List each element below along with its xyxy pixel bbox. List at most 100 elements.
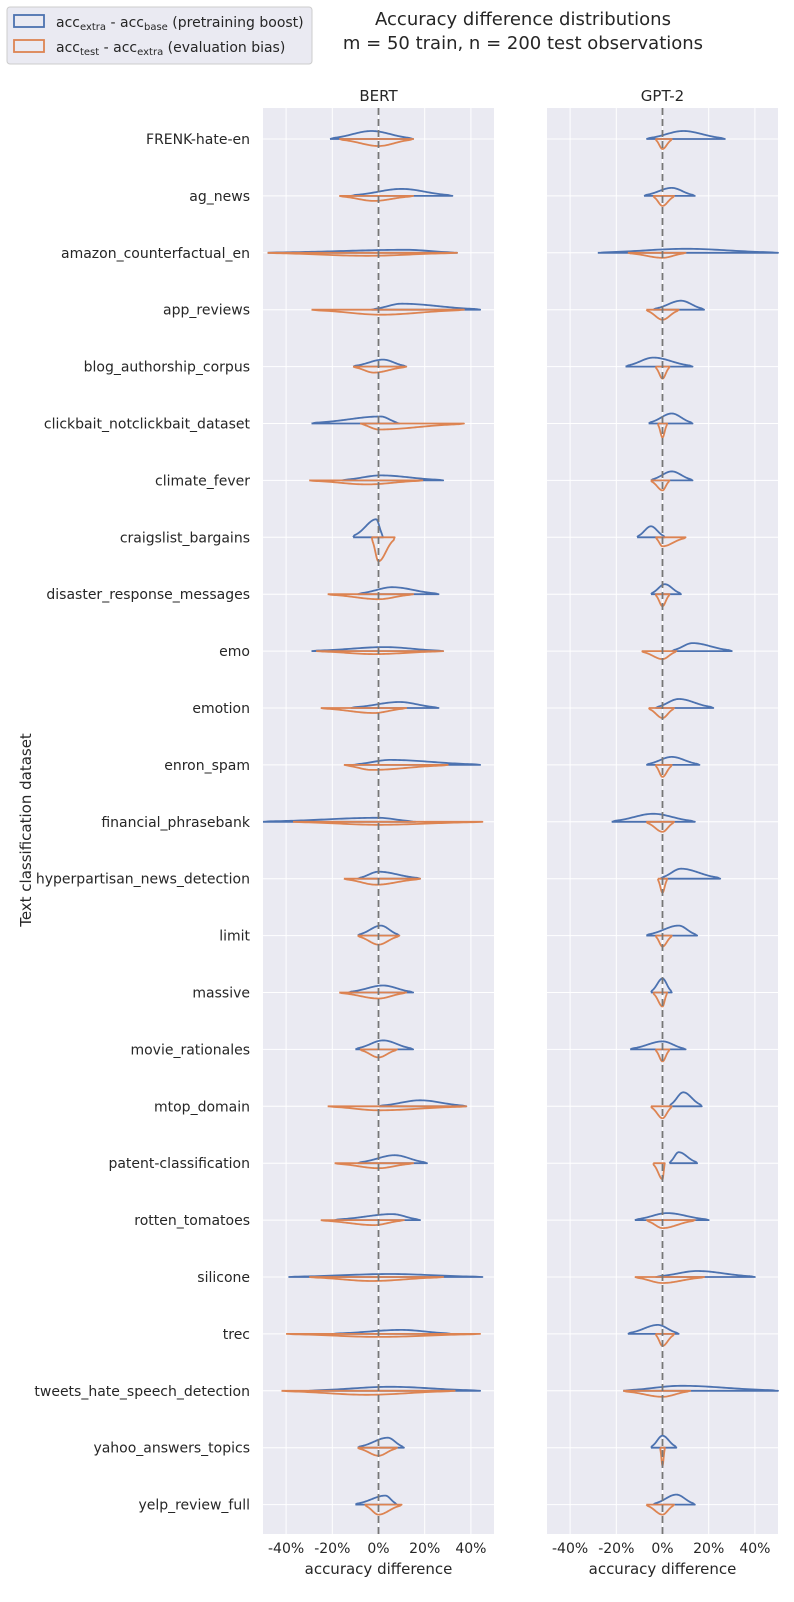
x-tick-label: -20% (314, 1541, 350, 1557)
violin-bias-hyperpartisan_news_detection (343, 877, 421, 886)
violin-boost-emo (671, 642, 733, 652)
violin-boost-hyperpartisan_news_detection (659, 867, 722, 880)
panel-gpt-2: -40% -20% 0% 20% 40% GPT-2 accuracy difference (547, 87, 779, 1578)
violin-boost-patent-classification (668, 1151, 699, 1165)
y-tick-label: craigslist_bargains (120, 530, 250, 546)
violin-boost-patent-classification (357, 1154, 428, 1165)
violin-bias-rotten_tomatoes (320, 1219, 405, 1226)
violin-boost-tweets_hate_speech_detection (623, 1384, 779, 1392)
legend-label-bias: acctest - accextra (evaluation bias) (56, 40, 285, 58)
y-tick-label: ag_news (189, 189, 250, 205)
violin-boost-tweets_hate_speech_detection (309, 1385, 482, 1392)
x-tick-label: -20% (598, 1541, 634, 1557)
violin-boost-financial_phrasebank (611, 812, 696, 823)
violin-bias-FRENK-hate-en (654, 138, 673, 150)
violin-boost-silicone (655, 1270, 756, 1278)
violin-boost-mtop_domain (668, 1091, 703, 1108)
violin-bias-enron_spam (654, 764, 673, 778)
violin-bias-tweets_hate_speech_detection (623, 1389, 692, 1398)
violin-bias-climate_fever (309, 479, 424, 486)
violin-bias-disaster_response_messages (327, 593, 415, 601)
violin-boost-financial_phrasebank (262, 816, 417, 823)
violin-bias-financial_phrasebank (645, 820, 675, 833)
violin-boost-amazon_counterfactual_en (597, 247, 779, 254)
violin-bias-trec (286, 1333, 482, 1338)
violin-bias-app_reviews (311, 308, 465, 316)
violin-boost-craigslist_bargains (636, 525, 666, 539)
violin-boost-emotion (350, 701, 440, 709)
violin-bias-blog_authorship_corpus (352, 365, 408, 374)
y-tick-label: disaster_response_messages (46, 587, 250, 603)
legend: accextra - accbase (pretraining boost) a… (6, 6, 313, 65)
legend-frame (6, 6, 313, 65)
y-tick-label: emo (219, 644, 250, 660)
violin-bias-limit (654, 934, 673, 948)
violin-bias-amazon_counterfactual_en (627, 251, 687, 259)
y-tick-label: amazon_counterfactual_en (61, 246, 250, 262)
x-tick-label: 0% (651, 1541, 673, 1557)
violin-bias-massive (652, 991, 669, 1008)
violin-bias-amazon_counterfactual_en (267, 251, 458, 257)
y-tick-label: movie_rationales (130, 1042, 250, 1058)
panel-title: GPT-2 (641, 87, 684, 105)
violin-boost-yahoo_answers_topics (650, 1434, 678, 1449)
x-axis-label: accuracy difference (589, 1560, 737, 1578)
x-tick-label: 40% (739, 1541, 770, 1557)
violin-boost-ag_news (643, 187, 696, 197)
violin-boost-enron_spam (352, 759, 482, 766)
y-tick-label: rotten_tomatoes (134, 1213, 250, 1229)
legend-swatch-boost (13, 14, 45, 28)
violin-bias-rotten_tomatoes (645, 1219, 696, 1229)
violin-boost-disaster_response_messages (650, 583, 682, 596)
y-tick-label: yelp_review_full (138, 1498, 250, 1514)
y-tick-label: massive (192, 986, 250, 1002)
x-tick-label: 20% (409, 1541, 440, 1557)
violin-bias-emotion (647, 707, 675, 719)
violin-bias-patent-classification (334, 1162, 415, 1170)
chart-title-line2: m = 50 train, n = 200 test observations (343, 33, 703, 54)
y-tick-label: hyperpartisan_news_detection (36, 872, 250, 888)
violin-boost-limit (645, 924, 699, 937)
violin-bias-silicone (634, 1276, 705, 1284)
violin-boost-trec (332, 1329, 454, 1335)
y-tick-label: silicone (197, 1270, 250, 1286)
y-tick-label: limit (219, 929, 250, 945)
x-tick-label: 20% (693, 1541, 724, 1557)
violin-bias-massive (339, 991, 408, 1000)
violin-bias-mtop_domain (327, 1105, 468, 1112)
violin-boost-yelp_review_full (354, 1494, 398, 1506)
panel-bert: -40% -20% 0% 20% 40% BERT accuracy difference (262, 87, 494, 1578)
y-tick-label: app_reviews (163, 303, 250, 319)
violin-boost-yelp_review_full (652, 1493, 696, 1506)
violin-boost-blog_authorship_corpus (625, 356, 694, 368)
violin-boost-mtop_domain (378, 1099, 468, 1108)
violin-bias-emo (316, 650, 445, 655)
violin-boost-ag_news (350, 188, 454, 197)
x-tick-label: 40% (455, 1541, 486, 1557)
violin-boost-enron_spam (646, 756, 701, 766)
y-tick-label: blog_authorship_corpus (84, 360, 250, 376)
violin-boost-FRENK-hate-en (329, 130, 415, 140)
violin-bias-clickbait_notclickbait_dataset (657, 422, 669, 439)
y-tick-label: mtop_domain (154, 1099, 250, 1115)
violin-boost-craigslist_bargains (352, 518, 385, 539)
violin-bias-ag_news (339, 195, 415, 202)
violin-bias-enron_spam (343, 764, 449, 771)
legend-swatch-bias (13, 39, 45, 53)
violin-bias-silicone (309, 1276, 445, 1282)
violin-boost-movie_rationales (629, 1040, 687, 1051)
violin-bias-trec (654, 1333, 675, 1347)
x-tick-label: -40% (268, 1541, 304, 1557)
violin-boost-yahoo_answers_topics (357, 1436, 405, 1449)
violin-bias-craigslist_bargains (654, 536, 687, 548)
y-tick-label: FRENK-hate-en (146, 132, 250, 148)
violin-bias-yelp_review_full (364, 1503, 403, 1516)
y-tick-label: financial_phrasebank (101, 815, 251, 831)
violin-boost-climate_fever (650, 470, 694, 482)
violin-boost-trec (627, 1324, 680, 1335)
violin-boost-rotten_tomatoes (634, 1212, 710, 1221)
y-axis-label: Text classification dataset (17, 733, 35, 928)
violin-boost-clickbait_notclickbait_dataset (311, 415, 401, 425)
x-axis-label: accuracy difference (305, 1560, 453, 1578)
